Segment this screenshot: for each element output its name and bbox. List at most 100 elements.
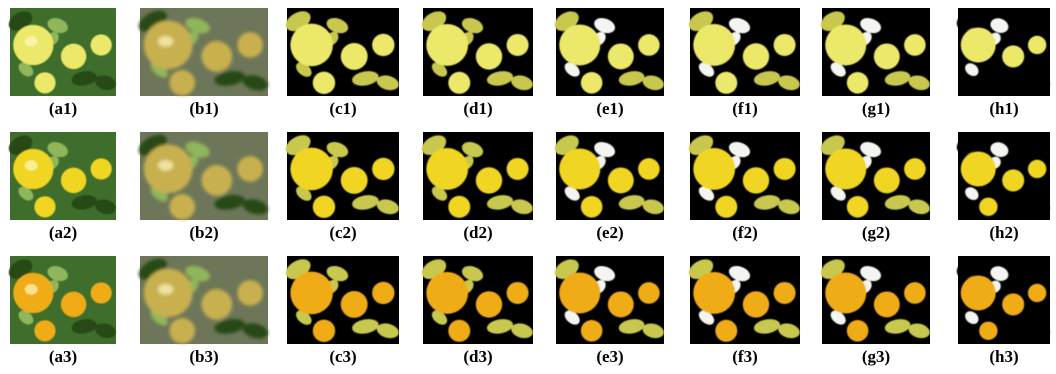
fruit bbox=[290, 24, 333, 67]
panel-label: (a1) bbox=[49, 99, 77, 118]
panel-label: (b2) bbox=[189, 223, 218, 242]
panel: (d2) bbox=[418, 131, 534, 242]
panel-image bbox=[418, 131, 534, 220]
fruit bbox=[638, 34, 660, 56]
highlight bbox=[158, 36, 173, 47]
panel-label: (e3) bbox=[596, 347, 623, 366]
panel: (g2) bbox=[817, 131, 931, 242]
fruit bbox=[825, 148, 866, 189]
fruit bbox=[313, 196, 335, 218]
panel-label: (d3) bbox=[463, 347, 492, 366]
panel-label: (d2) bbox=[463, 223, 492, 242]
fruit bbox=[847, 72, 869, 94]
panel-image bbox=[551, 255, 665, 344]
fruit bbox=[847, 320, 869, 342]
fruit bbox=[1002, 45, 1024, 67]
fruit bbox=[313, 72, 335, 94]
panel: (b2) bbox=[135, 130, 269, 242]
panel-image bbox=[953, 132, 1051, 220]
fruit bbox=[608, 167, 634, 193]
fruit bbox=[448, 72, 470, 94]
fruit bbox=[847, 196, 869, 218]
fruit bbox=[290, 272, 333, 315]
highlight bbox=[25, 284, 38, 295]
fruit bbox=[559, 148, 600, 189]
fruit bbox=[693, 148, 735, 190]
fruit bbox=[237, 280, 263, 306]
panel: (a3) bbox=[5, 256, 117, 366]
panel-label: (g2) bbox=[862, 223, 890, 242]
panel-image bbox=[282, 7, 400, 96]
fruit bbox=[774, 158, 796, 180]
fruit bbox=[774, 282, 796, 304]
fruit bbox=[693, 272, 735, 314]
panel: (a2) bbox=[5, 132, 117, 242]
fruit bbox=[1028, 284, 1046, 302]
fruit bbox=[581, 72, 603, 94]
panel-label: (b1) bbox=[189, 99, 218, 118]
fruit bbox=[237, 156, 263, 182]
panel-image bbox=[5, 256, 117, 344]
fruit bbox=[426, 272, 468, 314]
fruit bbox=[507, 158, 529, 180]
fruit bbox=[290, 148, 333, 191]
panel: (g3) bbox=[817, 255, 931, 366]
fruit bbox=[638, 158, 660, 180]
fruit bbox=[426, 148, 468, 190]
fruit bbox=[874, 291, 900, 317]
panel-label: (f3) bbox=[732, 347, 757, 366]
fruit bbox=[961, 275, 996, 310]
highlight bbox=[158, 284, 173, 295]
panel: (d3) bbox=[418, 255, 534, 366]
fruit bbox=[237, 32, 263, 58]
panel-image bbox=[282, 255, 400, 344]
fruit bbox=[372, 282, 394, 304]
panel-label: (h2) bbox=[989, 223, 1018, 242]
fruit bbox=[91, 34, 112, 55]
panel-image bbox=[5, 8, 117, 96]
fruit bbox=[715, 320, 737, 342]
highlight bbox=[25, 36, 38, 47]
fruit bbox=[743, 43, 769, 69]
fruit bbox=[476, 291, 502, 317]
fruit bbox=[1002, 293, 1024, 315]
panel-image bbox=[418, 7, 534, 96]
panel-image bbox=[685, 7, 801, 96]
panel: (c2) bbox=[282, 131, 400, 242]
panel-image bbox=[418, 255, 534, 344]
panel-image bbox=[282, 131, 400, 220]
fruit bbox=[476, 167, 502, 193]
fruit bbox=[1002, 169, 1024, 191]
panel-image bbox=[685, 255, 801, 344]
panel-label: (d1) bbox=[463, 99, 492, 118]
panel-label: (g3) bbox=[862, 347, 890, 366]
panel: (e3) bbox=[551, 255, 665, 366]
figure-grid: (a1) (b1) (c1) (d1) (e1) (f1) (g1) (h1) (a2) (b2)… bbox=[0, 0, 1056, 374]
fruit bbox=[743, 167, 769, 193]
fruit bbox=[169, 194, 195, 220]
fruit bbox=[341, 43, 368, 70]
fruit bbox=[1028, 36, 1046, 54]
page: (a1) (b1) (c1) (d1) (e1) (f1) (g1) (h1) (a2) (b2)… bbox=[0, 0, 1056, 374]
fruit bbox=[341, 167, 368, 194]
fruit bbox=[961, 151, 996, 186]
fruit bbox=[313, 320, 335, 342]
fruit bbox=[448, 196, 470, 218]
panel: (f1) bbox=[685, 7, 801, 118]
fruit bbox=[874, 167, 900, 193]
panel-label: (h1) bbox=[989, 99, 1018, 118]
fruit bbox=[169, 318, 195, 344]
panel-label: (e1) bbox=[596, 99, 623, 118]
panel: (a1) bbox=[5, 8, 117, 118]
panel: (c1) bbox=[282, 7, 400, 118]
panel: (f3) bbox=[685, 255, 801, 366]
fruit bbox=[581, 320, 603, 342]
fruit bbox=[774, 34, 796, 56]
fruit bbox=[559, 272, 600, 313]
fruit bbox=[638, 282, 660, 304]
panel: (g1) bbox=[817, 7, 931, 118]
panel: (h2) bbox=[953, 132, 1051, 242]
fruit bbox=[34, 196, 55, 217]
panel-label: (g1) bbox=[862, 99, 890, 118]
fruit bbox=[904, 34, 926, 56]
